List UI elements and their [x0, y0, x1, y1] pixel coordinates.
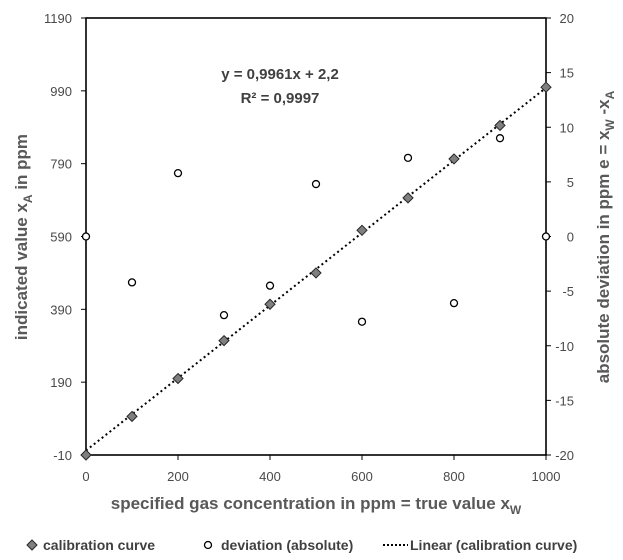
right-tick-label: -5: [562, 284, 574, 299]
deviation-point: [495, 134, 505, 143]
legend-label-deviation: deviation (absolute): [221, 537, 353, 553]
right-tick-label: -10: [555, 339, 574, 354]
calibration-point: [402, 192, 414, 204]
x-tick-label: 200: [167, 469, 189, 484]
right-tick-label: -15: [555, 393, 574, 408]
calibration-point: [126, 410, 138, 423]
left-tick-label: 190: [50, 375, 72, 390]
deviation-point: [173, 168, 183, 178]
right-tick-label: 10: [560, 120, 574, 135]
calibration-point: [80, 449, 92, 461]
right-tick-label: 5: [567, 175, 574, 190]
calibration-curve-series: [80, 81, 552, 461]
x-tick-label: 1000: [532, 469, 561, 484]
deviation-point: [403, 153, 413, 162]
legend: calibration curve deviation (absolute) L…: [26, 537, 577, 553]
x-tick-label: 800: [443, 469, 465, 484]
left-tick-label: 790: [50, 157, 72, 172]
legend-circle-marker: [203, 540, 213, 550]
calibration-point: [448, 153, 460, 165]
x-axis-ticks: 0 200 400 600 800 1000: [82, 455, 560, 484]
calibration-point: [264, 298, 276, 310]
right-y-axis-title: absolute deviation in ppm e = xW -xA: [594, 90, 617, 383]
deviation-series: [81, 134, 551, 326]
deviation-point: [219, 311, 229, 320]
calibration-point: [310, 267, 322, 279]
left-tick-label: -10: [53, 448, 72, 463]
right-tick-label: 20: [560, 11, 574, 26]
x-tick-label: 400: [259, 469, 281, 484]
right-tick-label: 15: [560, 66, 574, 81]
right-y-axis-ticks: -20 -15 -10 -5 0 5 10 15 20: [546, 11, 574, 463]
calibration-point: [494, 119, 506, 132]
x-tick-label: 0: [82, 469, 89, 484]
calibration-point: [172, 372, 184, 385]
left-tick-label: 390: [50, 302, 72, 317]
left-y-axis-title: indicated value xA in ppm: [12, 134, 35, 340]
right-tick-label: -20: [555, 448, 574, 463]
left-y-axis-ticks: -10 190 390 590 790 990 1190: [44, 11, 86, 463]
right-tick-label: 0: [567, 230, 574, 245]
deviation-point: [541, 232, 551, 241]
deviation-point: [449, 298, 459, 308]
deviation-point: [127, 278, 137, 287]
legend-label-calibration: calibration curve: [43, 537, 155, 553]
x-tick-label: 600: [351, 469, 373, 484]
deviation-point: [265, 281, 275, 290]
calibration-point: [540, 81, 552, 93]
deviation-point: [311, 179, 321, 189]
trend-equation: y = 0,9961x + 2,2: [221, 66, 339, 83]
calibration-point: [218, 334, 230, 347]
left-tick-label: 1190: [44, 11, 72, 26]
calibration-point: [356, 224, 368, 237]
deviation-point: [81, 232, 91, 241]
r-squared: R² = 0,9997: [241, 90, 320, 107]
legend-diamond-marker: [26, 539, 38, 551]
left-tick-label: 990: [50, 84, 72, 99]
legend-label-linear: Linear (calibration curve): [410, 537, 577, 553]
deviation-point: [357, 317, 367, 326]
x-axis-title: specified gas concentration in ppm = tru…: [111, 494, 522, 517]
left-tick-label: 590: [50, 230, 72, 245]
plot-area: [85, 17, 547, 456]
